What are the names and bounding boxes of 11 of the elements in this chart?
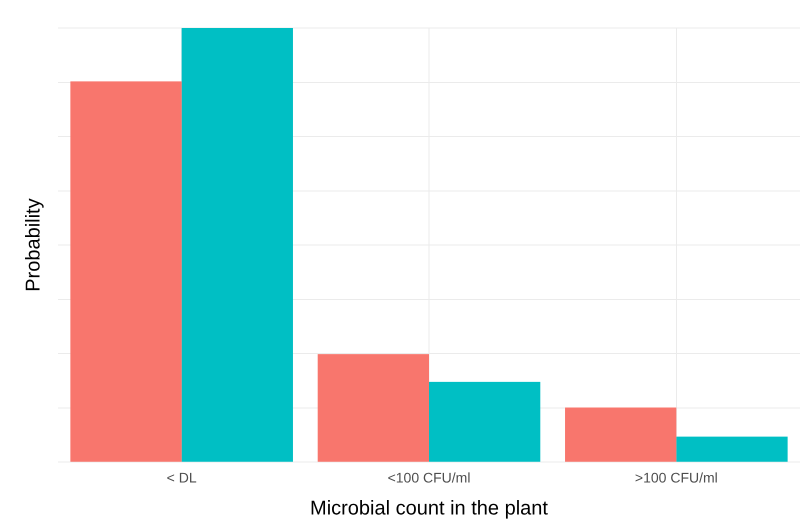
x-tick-label: >100 CFU/ml <box>634 469 718 486</box>
bar <box>318 354 429 462</box>
bar <box>676 436 788 462</box>
y-axis-title: Probability <box>22 198 45 292</box>
bar <box>429 382 540 462</box>
x-axis-title: Microbial count in the plant <box>310 498 548 520</box>
x-tick-label: <100 CFU/ml <box>388 469 470 486</box>
bar <box>182 28 293 462</box>
bar <box>565 407 676 462</box>
x-tick-label: < DL <box>166 469 197 486</box>
bar <box>70 81 182 462</box>
